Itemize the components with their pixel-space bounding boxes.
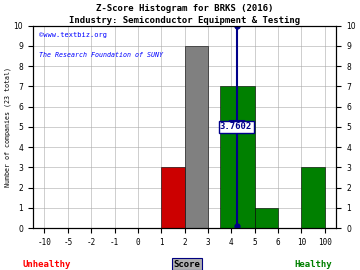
Text: 3.7602: 3.7602 (220, 123, 252, 131)
Bar (301, 167, 325, 228)
Text: ©www.textbiz.org: ©www.textbiz.org (39, 32, 107, 38)
Text: Healthy: Healthy (294, 260, 332, 269)
Bar (185, 46, 208, 228)
Text: The Research Foundation of SUNY: The Research Foundation of SUNY (39, 52, 163, 58)
Bar (255, 208, 278, 228)
Title: Z-Score Histogram for BRKS (2016)
Industry: Semiconductor Equipment & Testing: Z-Score Histogram for BRKS (2016) Indust… (69, 4, 300, 25)
Text: Unhealthy: Unhealthy (23, 260, 71, 269)
Bar (220, 86, 255, 228)
Text: Score: Score (174, 260, 201, 269)
Bar (161, 167, 185, 228)
Y-axis label: Number of companies (23 total): Number of companies (23 total) (4, 67, 11, 187)
